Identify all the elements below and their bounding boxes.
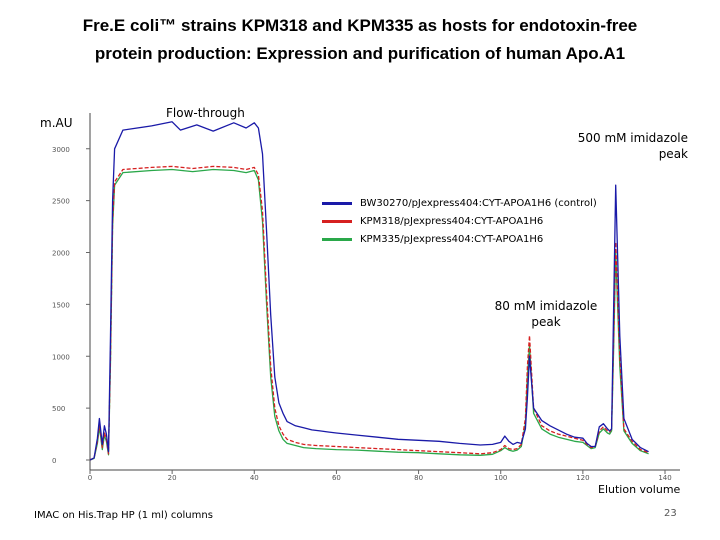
- slide-number: 23: [664, 508, 677, 519]
- y-axis-label: m.AU: [40, 116, 73, 130]
- x-tick-label: 100: [494, 474, 507, 482]
- legend-swatch-kpm318: [322, 219, 352, 223]
- imidazole-80-line-2: peak: [531, 315, 561, 329]
- y-tick-label: 500: [52, 405, 65, 413]
- y-tick-label: 1000: [52, 353, 70, 361]
- x-tick-label: 140: [658, 474, 671, 482]
- y-tick-label: 2000: [52, 250, 70, 258]
- series-line-control: [89, 121, 649, 461]
- legend-label-control: BW30270/pJexpress404:CYT-APOA1H6 (contro…: [360, 197, 597, 209]
- x-tick-label: 40: [250, 474, 259, 482]
- x-tick-label: 20: [168, 474, 177, 482]
- x-tick-label: 120: [576, 474, 589, 482]
- title-line-2: protein production: Expression and purif…: [94, 44, 626, 63]
- legend-item-control: BW30270/pJexpress404:CYT-APOA1H6 (contro…: [322, 194, 597, 212]
- legend-label-kpm318: KPM318/pJexpress404:CYT-APOA1H6: [360, 215, 544, 227]
- imidazole-80-line-1: 80 mM imidazole: [494, 299, 598, 313]
- imidazole-500-annotation: 500 mM imidazole peak: [560, 130, 688, 162]
- y-tick-label: 3000: [52, 146, 70, 154]
- x-tick-label: 0: [88, 474, 92, 482]
- legend-item-kpm318: KPM318/pJexpress404:CYT-APOA1H6: [322, 212, 597, 230]
- legend-swatch-kpm335: [322, 237, 352, 241]
- flow-through-annotation: Flow-through: [166, 106, 245, 120]
- imidazole-500-line-2: peak: [658, 147, 688, 161]
- imidazole-80-annotation: 80 mM imidazole peak: [486, 298, 606, 330]
- legend-label-kpm335: KPM335/pJexpress404:CYT-APOA1H6: [360, 233, 544, 245]
- title-line-1: Fre.E coli™ strains KPM318 and KPM335 as…: [82, 16, 638, 35]
- legend-item-kpm335: KPM335/pJexpress404:CYT-APOA1H6: [322, 230, 597, 248]
- legend-swatch-control: [322, 201, 352, 205]
- y-tick-label: 2500: [52, 198, 70, 206]
- y-tick-label: 1500: [52, 301, 70, 309]
- x-tick-label: 80: [414, 474, 423, 482]
- x-axis-label: Elution volume: [598, 483, 681, 496]
- footer-note: IMAC on His.Trap HP (1 ml) columns: [34, 510, 213, 521]
- chart-legend: BW30270/pJexpress404:CYT-APOA1H6 (contro…: [322, 194, 597, 248]
- x-tick-label: 60: [332, 474, 341, 482]
- imidazole-500-line-1: 500 mM imidazole: [577, 131, 688, 145]
- slide-title: Fre.E coli™ strains KPM318 and KPM335 as…: [0, 12, 720, 68]
- y-tick-label: 0: [52, 457, 56, 465]
